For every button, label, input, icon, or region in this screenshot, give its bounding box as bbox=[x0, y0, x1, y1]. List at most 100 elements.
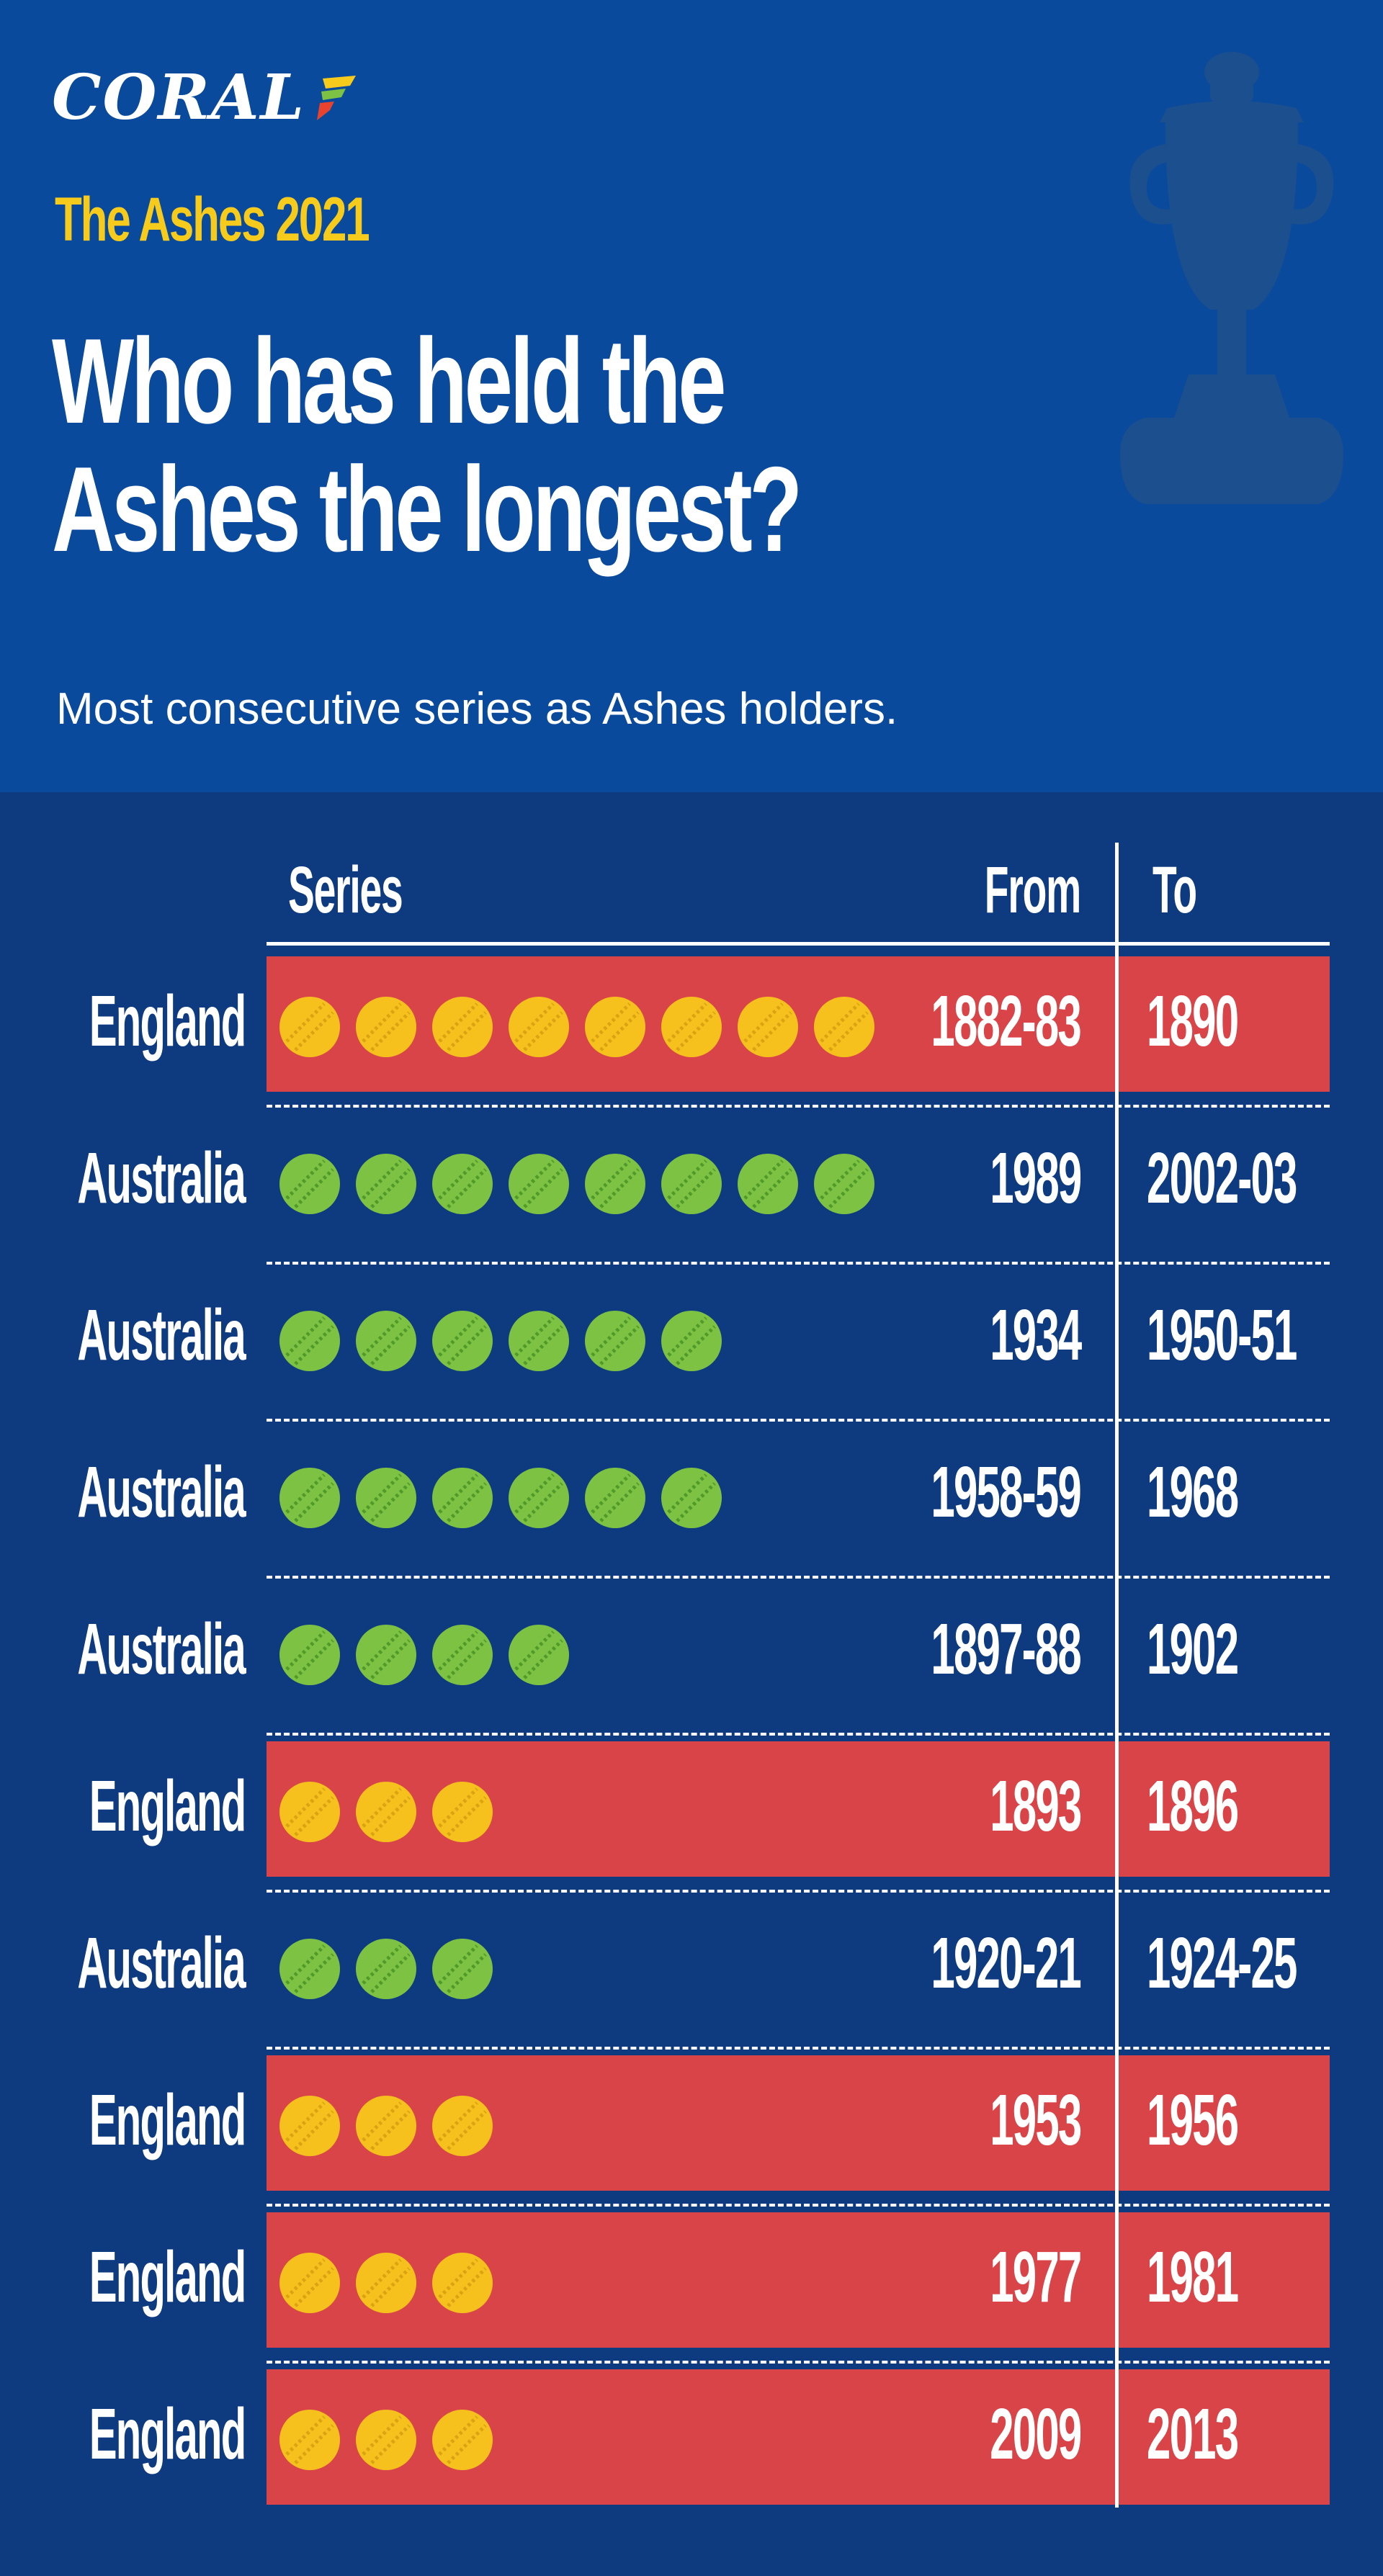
cricket-ball-icon bbox=[661, 1468, 722, 1528]
cricket-ball-icon bbox=[356, 1782, 416, 1842]
to-value: 2013 bbox=[1147, 2394, 1239, 2474]
cricket-ball-icon bbox=[509, 997, 569, 1057]
cricket-ball-icon bbox=[738, 997, 798, 1057]
cricket-ball-icon bbox=[356, 1625, 416, 1685]
table-row: Australia 1934 1950-51 bbox=[0, 1263, 1383, 1422]
cricket-ball-icon bbox=[279, 2410, 340, 2470]
cricket-ball-icon bbox=[356, 2096, 416, 2156]
cricket-ball-icon bbox=[432, 1468, 493, 1528]
title-line-1: Who has held the bbox=[52, 313, 726, 449]
from-value: 1958-59 bbox=[931, 1452, 1081, 1532]
cricket-ball-icon bbox=[509, 1468, 569, 1528]
cricket-ball-icon bbox=[432, 1625, 493, 1685]
table-row: Australia 1958-59 1968 bbox=[0, 1420, 1383, 1579]
row-separator bbox=[267, 2047, 1330, 2050]
table-row: England 1882-83 1890 bbox=[0, 949, 1383, 1108]
cricket-ball-icon bbox=[432, 2410, 493, 2470]
team-label: Australia bbox=[77, 1609, 246, 1689]
table-row: Australia 1897-88 1902 bbox=[0, 1577, 1383, 1736]
cricket-ball-icon bbox=[814, 997, 874, 1057]
cricket-ball-icon bbox=[279, 1154, 340, 1214]
column-header-series: Series bbox=[288, 853, 403, 927]
cricket-ball-icon bbox=[279, 2096, 340, 2156]
cricket-ball-icon bbox=[432, 2096, 493, 2156]
table-row: England 1893 1896 bbox=[0, 1734, 1383, 1893]
cricket-ball-icon bbox=[585, 1468, 645, 1528]
row-separator bbox=[267, 2204, 1330, 2207]
from-value: 1977 bbox=[989, 2237, 1082, 2317]
cricket-ball-icon bbox=[356, 1939, 416, 1999]
cricket-ball-icon bbox=[356, 2253, 416, 2313]
table-row: Australia 1920-21 1924-25 bbox=[0, 1891, 1383, 2050]
cricket-ball-icon bbox=[585, 1154, 645, 1214]
cricket-ball-icon bbox=[661, 1154, 722, 1214]
cricket-ball-icon bbox=[585, 997, 645, 1057]
cricket-ball-icon bbox=[279, 2253, 340, 2313]
row-separator bbox=[267, 1733, 1330, 1736]
cricket-ball-icon bbox=[509, 1154, 569, 1214]
from-value: 1882-83 bbox=[931, 981, 1081, 1062]
cricket-ball-icon bbox=[814, 1154, 874, 1214]
cricket-ball-icon bbox=[356, 1154, 416, 1214]
cricket-ball-icon bbox=[356, 1311, 416, 1371]
to-value: 1956 bbox=[1147, 2080, 1239, 2160]
team-label: Australia bbox=[77, 1295, 246, 1375]
to-value: 1924-25 bbox=[1147, 1923, 1297, 2003]
cricket-ball-icon bbox=[279, 1625, 340, 1685]
column-divider bbox=[1115, 843, 1119, 2508]
series-count-balls bbox=[279, 1782, 493, 1842]
from-value: 1934 bbox=[989, 1295, 1082, 1375]
cricket-ball-icon bbox=[738, 1154, 798, 1214]
table-row: Australia 1989 2002-03 bbox=[0, 1106, 1383, 1265]
header-rule bbox=[267, 942, 1330, 946]
cricket-ball-icon bbox=[585, 1311, 645, 1371]
table-row: England 1953 1956 bbox=[0, 2048, 1383, 2207]
team-label: England bbox=[89, 2080, 246, 2160]
cricket-ball-icon bbox=[279, 1468, 340, 1528]
cricket-ball-icon bbox=[432, 1154, 493, 1214]
title-line-2: Ashes the longest? bbox=[52, 441, 802, 577]
to-value: 1968 bbox=[1147, 1452, 1239, 1532]
table-row: England 1977 1981 bbox=[0, 2205, 1383, 2364]
from-value: 1897-88 bbox=[931, 1609, 1081, 1689]
trophy-icon bbox=[1120, 52, 1343, 504]
cricket-ball-icon bbox=[356, 1468, 416, 1528]
series-count-balls bbox=[279, 2253, 493, 2313]
coral-flag-icon bbox=[317, 76, 357, 120]
team-label: Australia bbox=[77, 1923, 246, 2003]
cricket-ball-icon bbox=[432, 1311, 493, 1371]
to-value: 1890 bbox=[1147, 981, 1239, 1062]
team-label: Australia bbox=[77, 1138, 246, 1219]
kicker: The Ashes 2021 bbox=[55, 185, 370, 254]
from-value: 2009 bbox=[989, 2394, 1082, 2474]
brand-name: CORAL bbox=[52, 61, 306, 134]
cricket-ball-icon bbox=[432, 1939, 493, 1999]
row-separator bbox=[267, 1419, 1330, 1422]
to-value: 2002-03 bbox=[1147, 1138, 1297, 1219]
cricket-ball-icon bbox=[432, 2253, 493, 2313]
team-label: Australia bbox=[77, 1452, 246, 1532]
cricket-ball-icon bbox=[279, 1939, 340, 1999]
to-value: 1950-51 bbox=[1147, 1295, 1297, 1375]
from-value: 1989 bbox=[989, 1138, 1082, 1219]
coral-logo: CORAL bbox=[52, 62, 360, 134]
subtitle: Most consecutive series as Ashes holders… bbox=[56, 684, 898, 734]
from-value: 1920-21 bbox=[931, 1923, 1081, 2003]
series-count-balls bbox=[279, 2410, 493, 2470]
row-separator bbox=[267, 2361, 1330, 2364]
cricket-ball-icon bbox=[432, 1782, 493, 1842]
row-separator bbox=[267, 1262, 1330, 1265]
cricket-ball-icon bbox=[661, 1311, 722, 1371]
cricket-ball-icon bbox=[356, 997, 416, 1057]
column-header-to: To bbox=[1152, 853, 1197, 927]
to-value: 1902 bbox=[1147, 1609, 1239, 1689]
team-label: England bbox=[89, 2237, 246, 2317]
cricket-ball-icon bbox=[279, 1311, 340, 1371]
series-count-balls bbox=[279, 1154, 874, 1214]
cricket-ball-icon bbox=[509, 1625, 569, 1685]
series-count-balls bbox=[279, 1939, 493, 1999]
cricket-ball-icon bbox=[509, 1311, 569, 1371]
series-count-balls bbox=[279, 2096, 493, 2156]
series-count-balls bbox=[279, 1625, 569, 1685]
cricket-ball-icon bbox=[279, 1782, 340, 1842]
